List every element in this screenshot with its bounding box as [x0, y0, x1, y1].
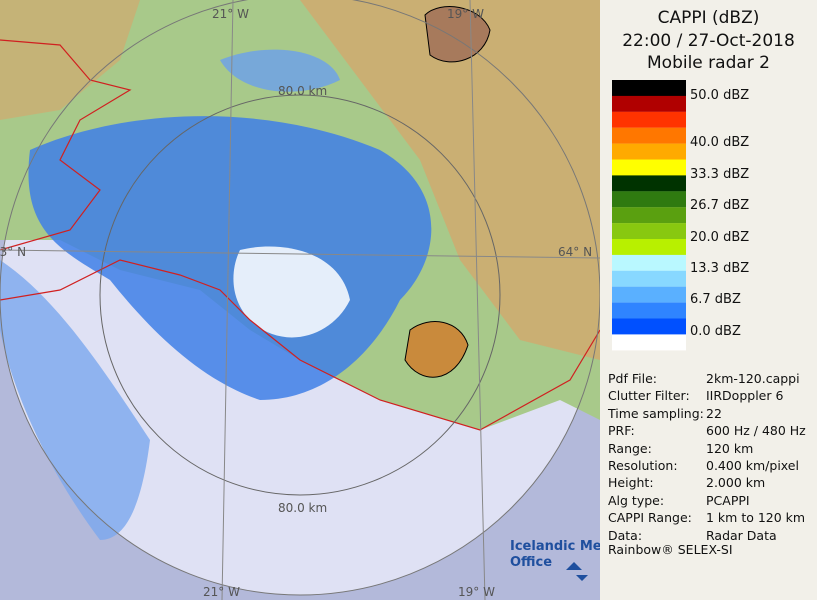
swatch	[612, 318, 686, 335]
info-key: Pdf File:	[608, 371, 657, 386]
info-key: Time sampling:	[608, 405, 704, 421]
swatch	[612, 302, 686, 319]
scale-label: 33.3 dBZ	[690, 167, 750, 182]
lon-label: 21° W	[212, 7, 249, 21]
swatch	[612, 127, 686, 144]
info-value: 0.400 km/pixel	[706, 458, 799, 473]
echo-center	[233, 246, 350, 338]
lon-label: 19° W	[458, 585, 495, 599]
range-ring-outer	[0, 0, 600, 596]
swatch	[612, 80, 686, 96]
scale-label: 50.0 dBZ	[690, 88, 750, 103]
info-key: Range:	[608, 440, 652, 456]
highlands	[300, 0, 600, 360]
info-key: PRF:	[608, 423, 635, 439]
range-label: 80.0 km	[278, 501, 327, 515]
echo-southwest	[0, 260, 150, 540]
title: CAPPI (dBZ)	[657, 8, 760, 28]
parallel	[0, 249, 600, 259]
info-value: 120 km	[706, 440, 754, 456]
swatch	[612, 207, 686, 224]
lon-label: 19° W	[447, 7, 484, 21]
swatch	[612, 191, 686, 208]
glacier-north	[424, 6, 491, 63]
scale-label: 6.7 dBZ	[690, 292, 741, 307]
scale-label: 13.3 dBZ	[690, 261, 750, 276]
info-value: PCAPPI	[706, 492, 750, 508]
info-value: 600 Hz / 480 Hz	[706, 423, 806, 439]
range-ring-80km	[99, 94, 501, 496]
info-value: Radar Data	[706, 527, 777, 543]
scale-label: 26.7 dBZ	[690, 198, 750, 213]
range-label: 80.0 km	[278, 84, 327, 98]
glacier	[404, 321, 469, 378]
swatch	[612, 175, 686, 192]
coastline	[0, 39, 600, 431]
lat-label: 63° N	[0, 245, 26, 259]
info-value: IIRDoppler 6	[706, 388, 784, 404]
info-key: CAPPI Range:	[608, 510, 692, 526]
swatch	[612, 270, 686, 287]
swatch	[612, 159, 686, 176]
swatch	[612, 111, 686, 128]
scale-label: 0.0 dBZ	[690, 324, 741, 339]
meridians	[221, 0, 486, 600]
swatch	[612, 143, 686, 160]
info-value: 1 km to 120 km	[706, 510, 806, 526]
echo-main	[28, 116, 432, 400]
info-value: 2.000 km	[706, 475, 766, 491]
scale-label: 20.0 dBZ	[690, 230, 750, 245]
map: 21° W 19° W 21° W 19° W 64° N 63° N 80.0…	[0, 0, 600, 600]
info-key: Data:	[608, 527, 643, 543]
info-value: 2km-120.cappi	[706, 371, 800, 386]
info-value: 22	[706, 405, 722, 421]
logo-text: Office	[510, 555, 552, 570]
side-panel: CAPPI (dBZ) 22:00 / 27-Oct-2018 Mobile r…	[600, 0, 817, 600]
color-scale	[612, 80, 686, 351]
highlands-west	[0, 0, 140, 120]
swatch	[612, 254, 686, 271]
info-key: Height:	[608, 475, 654, 491]
logo-mark	[566, 562, 588, 581]
scale-label: 40.0 dBZ	[690, 135, 750, 150]
swatch	[612, 286, 686, 303]
lat-label: 64° N	[558, 245, 592, 259]
info-key: Resolution:	[608, 458, 678, 473]
info-key: Alg type:	[608, 492, 665, 508]
swatch	[612, 334, 686, 351]
swatch	[612, 239, 686, 255]
lon-label: 21° W	[203, 585, 240, 599]
echo-north	[220, 49, 340, 92]
swatch	[612, 95, 686, 112]
swatch	[612, 223, 686, 240]
logo-text: Icelandic Met	[510, 539, 600, 554]
time: 22:00 / 27-Oct-2018	[622, 31, 795, 51]
footer: Rainbow® SELEX-SI	[608, 542, 733, 557]
info-key: Clutter Filter:	[608, 388, 690, 404]
radar-name: Mobile radar 2	[647, 53, 770, 73]
